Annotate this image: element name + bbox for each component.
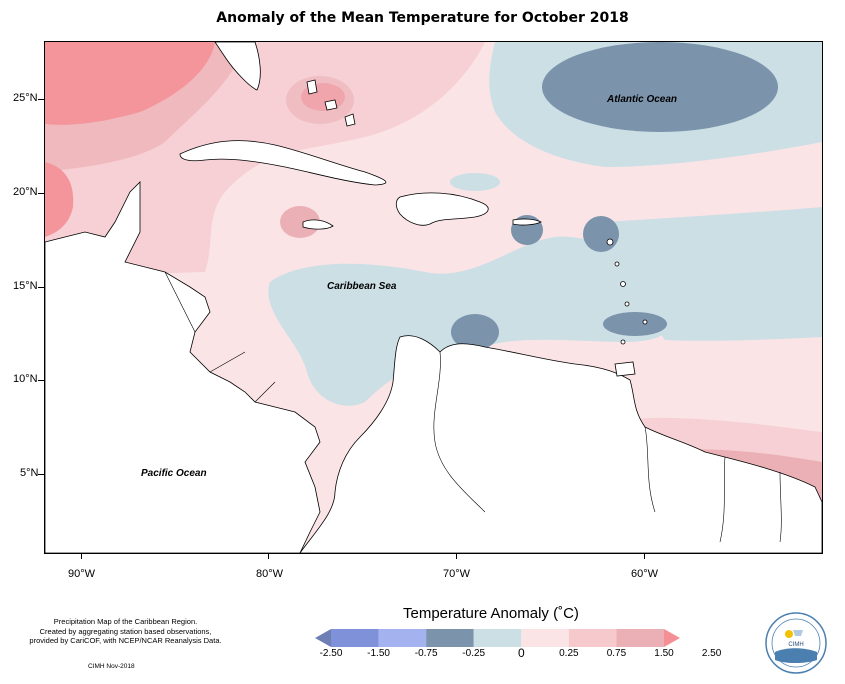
warm-spot-jamaica [280, 206, 320, 238]
legend-tick-label: 0.25 [559, 648, 579, 659]
note-line-3: provided by CariCOF, with NCEP/NCAR Rean… [29, 636, 222, 645]
legend-tick-label: -1.50 [367, 648, 390, 659]
lat-label-15n: 15°N [13, 280, 38, 292]
legend-tick-label: -0.75 [414, 648, 438, 659]
lat-tick [38, 474, 44, 475]
legend-cell-min [315, 629, 331, 647]
cool-spot-hispaniola [450, 173, 500, 191]
logo-text: CIMH [788, 642, 803, 648]
land-island-guadeloupe [606, 238, 614, 246]
cold-spot-atlantic [542, 42, 778, 132]
land-island-dominica [614, 261, 620, 267]
lon-tick [81, 553, 82, 559]
legend-cell [426, 629, 474, 647]
legend-cells [315, 629, 680, 647]
land-island-stlucia [624, 301, 630, 307]
lat-tick [38, 193, 44, 194]
cold-spot-windward [603, 312, 667, 336]
legend-cell [616, 629, 664, 647]
legend-colorbar [315, 629, 680, 647]
map-title: Anomaly of the Mean Temperature for Octo… [216, 10, 629, 26]
land-puerto-rico [512, 218, 542, 226]
lon-tick [644, 553, 645, 559]
land-central-america [45, 181, 321, 553]
hot-zone-west-edge [45, 162, 74, 237]
land-florida [214, 42, 261, 91]
credit-text: CIMH Nov-2018 [88, 663, 135, 670]
cold-spot-lesser-antilles-north [583, 216, 619, 252]
lon-tick [456, 553, 457, 559]
land-trinidad [614, 361, 636, 377]
land-island-martinique [620, 281, 626, 287]
legend-tick-label: 0.75 [606, 648, 627, 659]
hot-zone-upper-left [45, 42, 215, 125]
country-borders [164, 271, 782, 543]
lat-label-20n: 20°N [13, 186, 38, 198]
note-line-1: Precipitation Map of the Caribbean Regio… [53, 617, 198, 626]
legend-cell [331, 629, 379, 647]
land-hispaniola [395, 192, 489, 226]
legend-cell [473, 629, 522, 647]
map-notes: Precipitation Map of the Caribbean Regio… [18, 617, 233, 646]
label-caribbean-sea: Caribbean Sea [327, 281, 397, 292]
label-atlantic-ocean: Atlantic Ocean [607, 94, 678, 105]
lat-tick [38, 380, 44, 381]
legend-tick-label: 2.50 [701, 648, 722, 659]
land-island-barbados [642, 319, 648, 325]
border-venezuela-guyana [644, 426, 656, 513]
label-pacific-ocean: Pacific Ocean [141, 468, 207, 479]
logo-waves-icon [775, 648, 817, 663]
lon-label-70w: 70°W [443, 568, 471, 580]
border-colombia-venezuela [433, 351, 486, 513]
legend-tick-label: -0.25 [462, 648, 486, 659]
map-panel: Atlantic Ocean Caribbean Sea Pacific Oce… [44, 41, 823, 554]
anomaly-map [45, 42, 822, 553]
legend-cell [568, 629, 617, 647]
land-jamaica [302, 219, 334, 230]
border-guyana-suriname [719, 456, 726, 543]
note-line-2: Created by aggregating station based obs… [39, 626, 212, 636]
lat-label-5n: 5°N [20, 467, 39, 479]
land-island-grenada [620, 339, 626, 345]
lat-tick [38, 99, 44, 100]
cold-spot-abc-islands [451, 314, 499, 350]
legend-tick-label: 1.50 [654, 648, 674, 659]
cimh-logo: CIMH [765, 612, 827, 674]
lat-label-25n: 25°N [13, 92, 38, 104]
lon-tick [268, 553, 269, 559]
legend-cell-max [664, 629, 680, 647]
lon-label-60w: 60°W [631, 568, 659, 580]
land-bahamas [306, 79, 356, 127]
lat-tick [38, 287, 44, 288]
legend-tick-label: 0 [517, 646, 525, 660]
warm-spot-bahamas [286, 76, 354, 124]
legend-cell [521, 629, 569, 647]
land-south-america [299, 335, 822, 553]
border-central-america [164, 271, 276, 403]
land-masses [45, 42, 822, 553]
lat-label-10n: 10°N [13, 373, 38, 385]
border-suriname-french-guiana [779, 471, 782, 543]
legend-tick-label: -2.50 [319, 648, 343, 659]
land-cuba [179, 140, 387, 186]
legend-cell [378, 629, 427, 647]
lon-label-90w: 90°W [68, 568, 96, 580]
legend-title: Temperature Anomaly (˚C) [403, 605, 579, 622]
logo-sun-icon [785, 630, 793, 638]
logo-cloud-icon [793, 630, 803, 636]
lon-label-80w: 80°W [256, 568, 284, 580]
